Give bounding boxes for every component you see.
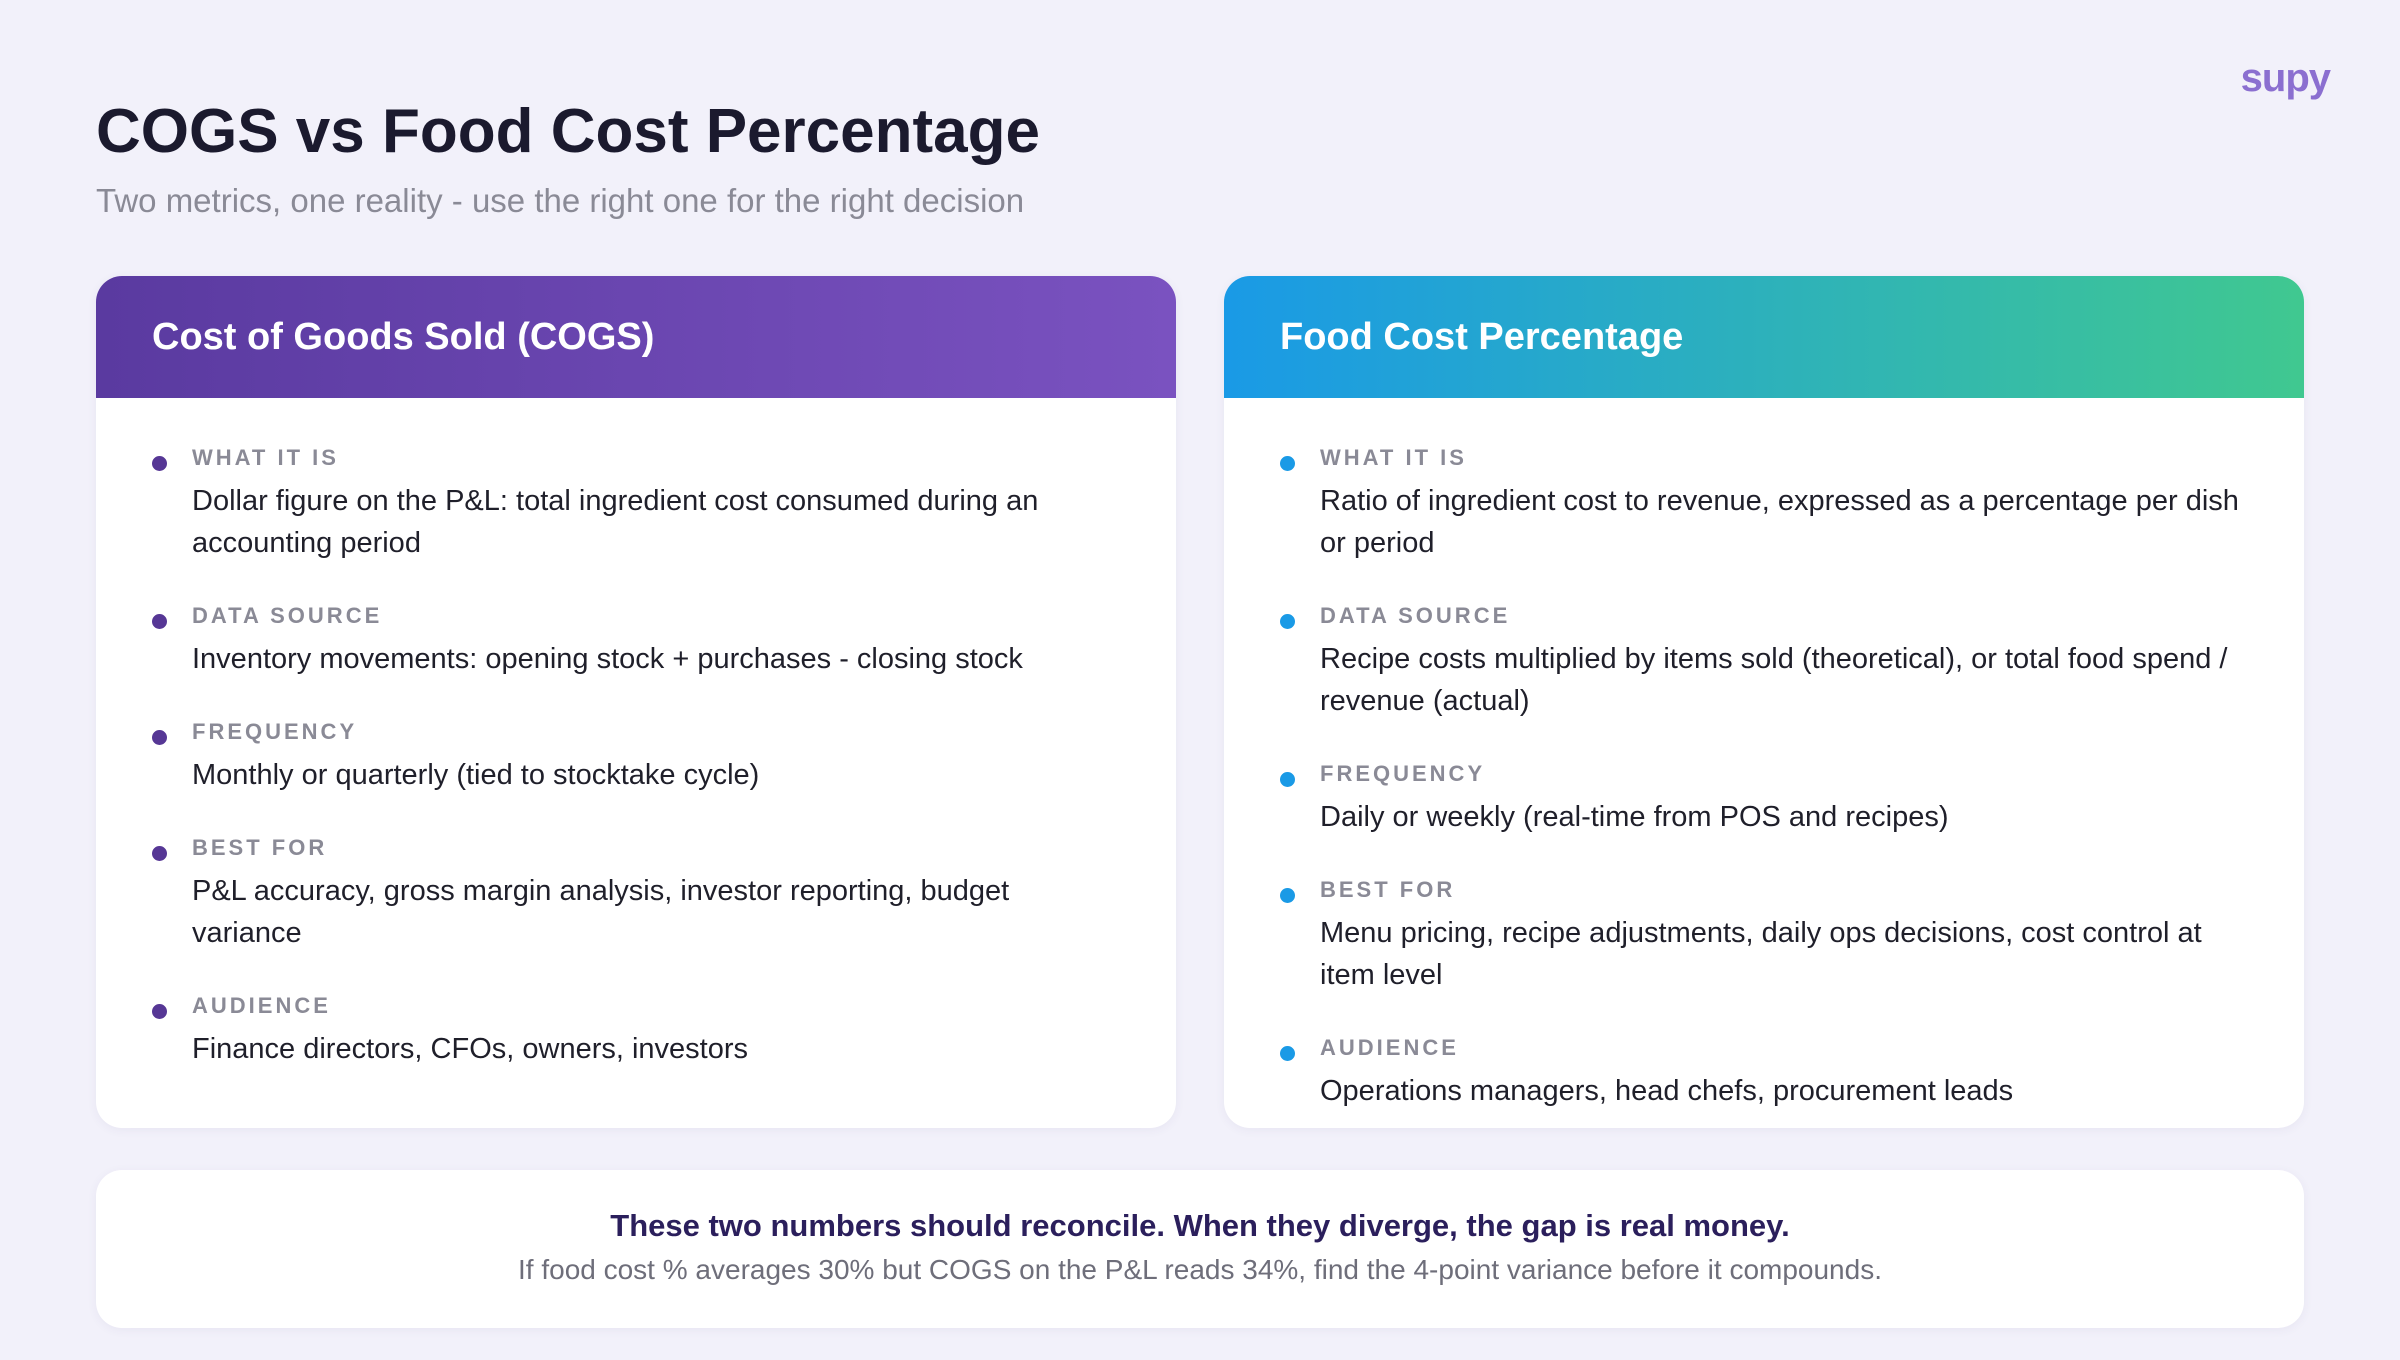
item-label: FREQUENCY bbox=[192, 719, 358, 744]
list-item: AUDIENCE Operations managers, head chefs… bbox=[1280, 1032, 2244, 1112]
bullet-dot-icon bbox=[1280, 888, 1295, 903]
item-label: WHAT IT IS bbox=[192, 445, 339, 470]
item-text: Daily or weekly (real-time from POS and … bbox=[1320, 801, 1949, 833]
food-cost-card: Food Cost Percentage WHAT IT IS Ratio of… bbox=[1224, 276, 2304, 1128]
item-label: WHAT IT IS bbox=[1320, 445, 1467, 470]
item-label: FREQUENCY bbox=[1320, 761, 1486, 786]
banner-detail: If food cost % averages 30% but COGS on … bbox=[518, 1254, 1882, 1285]
bullet-dot-icon bbox=[1280, 456, 1295, 471]
item-text: Inventory movements: opening stock + pur… bbox=[192, 643, 1023, 675]
banner-headline: These two numbers should reconcile. When… bbox=[610, 1208, 1790, 1243]
item-label: AUDIENCE bbox=[192, 993, 331, 1018]
list-item: WHAT IT IS Ratio of ingredient cost to r… bbox=[1280, 442, 2244, 564]
cogs-card-list: WHAT IT IS Dollar figure on the P&L: tot… bbox=[96, 398, 1176, 1070]
item-text: Recipe costs multiplied by items sold (t… bbox=[1320, 643, 2228, 717]
item-text: Monthly or quarterly (tied to stocktake … bbox=[192, 759, 760, 791]
bullet-dot-icon bbox=[1280, 1046, 1295, 1061]
item-label: DATA SOURCE bbox=[192, 603, 383, 628]
bullet-dot-icon bbox=[152, 614, 167, 629]
item-text: Menu pricing, recipe adjustments, daily … bbox=[1320, 917, 2202, 991]
bullet-dot-icon bbox=[152, 846, 167, 861]
item-text: Finance directors, CFOs, owners, investo… bbox=[192, 1033, 749, 1065]
item-label: AUDIENCE bbox=[1320, 1035, 1459, 1060]
bullet-dot-icon bbox=[1280, 772, 1295, 787]
bullet-dot-icon bbox=[152, 456, 167, 471]
cogs-card: Cost of Goods Sold (COGS) WHAT IT IS Dol… bbox=[96, 276, 1176, 1128]
list-item: BEST FOR Menu pricing, recipe adjustment… bbox=[1280, 874, 2244, 996]
food-cost-card-header: Food Cost Percentage bbox=[1224, 276, 2304, 398]
bullet-dot-icon bbox=[152, 1004, 167, 1019]
brand-logo: supy bbox=[2240, 56, 2331, 100]
item-label: BEST FOR bbox=[1320, 877, 1456, 902]
list-item: DATA SOURCE Inventory movements: opening… bbox=[152, 600, 1116, 680]
reconcile-banner: These two numbers should reconcile. When… bbox=[96, 1170, 2304, 1328]
bullet-dot-icon bbox=[152, 730, 167, 745]
bullet-dot-icon bbox=[1280, 614, 1295, 629]
item-text: Dollar figure on the P&L: total ingredie… bbox=[192, 485, 1039, 559]
list-item: FREQUENCY Monthly or quarterly (tied to … bbox=[152, 716, 1116, 796]
list-item: BEST FOR P&L accuracy, gross margin anal… bbox=[152, 832, 1116, 954]
item-text: Ratio of ingredient cost to revenue, exp… bbox=[1320, 485, 2239, 559]
food-cost-card-list: WHAT IT IS Ratio of ingredient cost to r… bbox=[1224, 398, 2304, 1112]
item-label: BEST FOR bbox=[192, 835, 328, 860]
cogs-card-header: Cost of Goods Sold (COGS) bbox=[96, 276, 1176, 398]
list-item: WHAT IT IS Dollar figure on the P&L: tot… bbox=[152, 442, 1116, 564]
list-item: FREQUENCY Daily or weekly (real-time fro… bbox=[1280, 758, 2244, 838]
item-label: DATA SOURCE bbox=[1320, 603, 1511, 628]
list-item: AUDIENCE Finance directors, CFOs, owners… bbox=[152, 990, 1116, 1070]
item-text: Operations managers, head chefs, procure… bbox=[1320, 1075, 2014, 1107]
list-item: DATA SOURCE Recipe costs multiplied by i… bbox=[1280, 600, 2244, 722]
item-text: P&L accuracy, gross margin analysis, inv… bbox=[192, 875, 1010, 949]
page-subtitle: Two metrics, one reality - use the right… bbox=[96, 182, 1025, 219]
page-title: COGS vs Food Cost Percentage bbox=[96, 97, 1040, 166]
